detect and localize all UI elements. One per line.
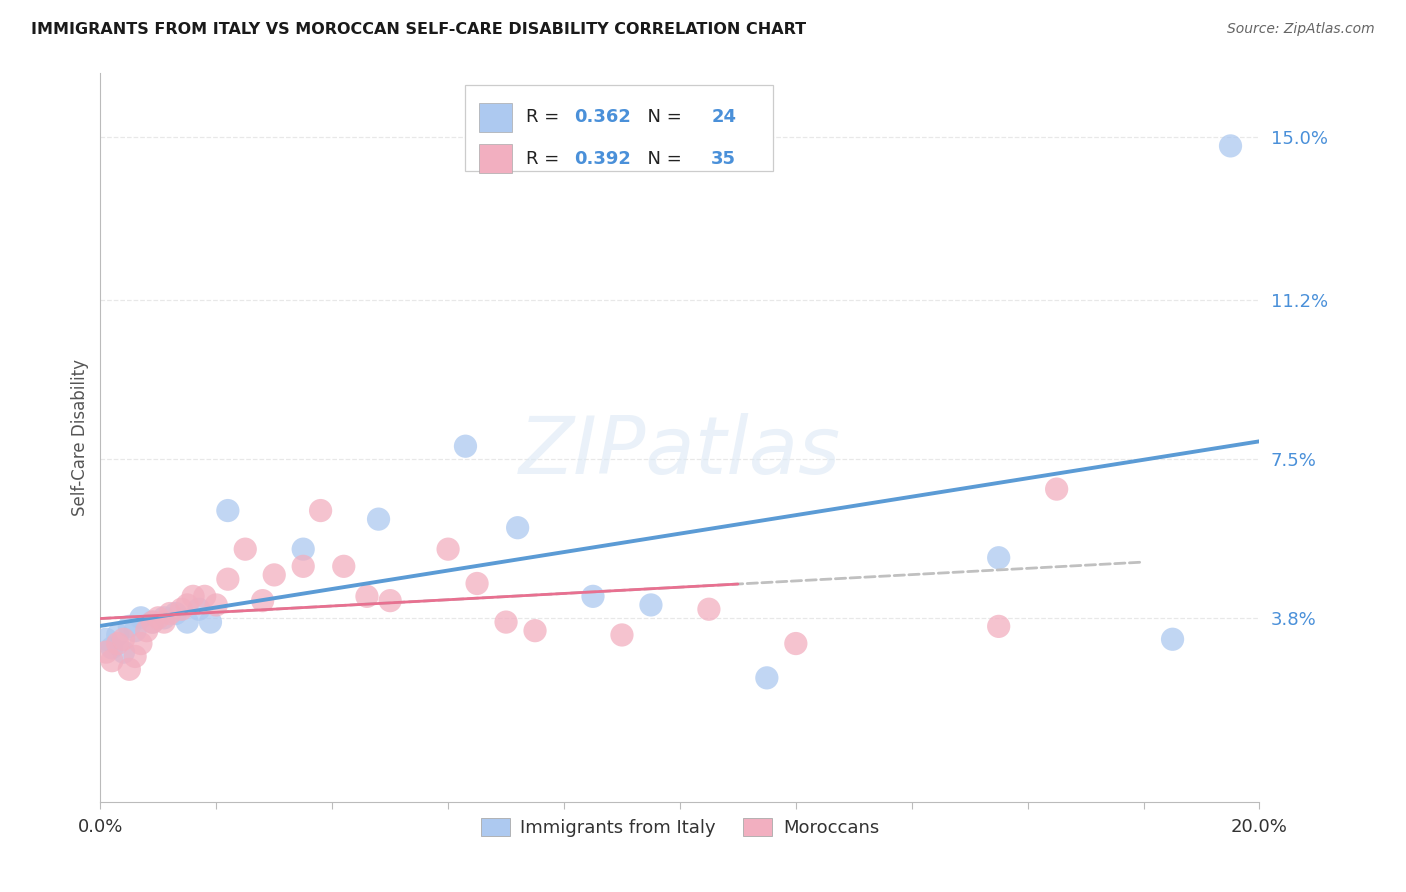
Point xyxy=(176,615,198,629)
Point xyxy=(124,649,146,664)
Point xyxy=(252,593,274,607)
Text: 0.392: 0.392 xyxy=(575,150,631,168)
Point xyxy=(187,602,209,616)
Point xyxy=(112,645,135,659)
Point xyxy=(465,576,488,591)
Text: IMMIGRANTS FROM ITALY VS MOROCCAN SELF-CARE DISABILITY CORRELATION CHART: IMMIGRANTS FROM ITALY VS MOROCCAN SELF-C… xyxy=(31,22,806,37)
Point xyxy=(153,611,176,625)
Point xyxy=(94,645,117,659)
Text: N =: N = xyxy=(636,108,688,127)
Point xyxy=(101,640,124,655)
Point xyxy=(148,611,170,625)
Text: R =: R = xyxy=(526,150,565,168)
Point xyxy=(454,439,477,453)
Point xyxy=(170,602,193,616)
Point xyxy=(217,503,239,517)
Point xyxy=(356,590,378,604)
Point xyxy=(1161,632,1184,647)
Point xyxy=(378,593,401,607)
Text: 35: 35 xyxy=(711,150,737,168)
Point xyxy=(309,503,332,517)
Point xyxy=(181,590,204,604)
Point xyxy=(94,632,117,647)
FancyBboxPatch shape xyxy=(479,103,512,132)
Point xyxy=(582,590,605,604)
Point xyxy=(1219,139,1241,153)
Point xyxy=(194,590,217,604)
Point xyxy=(153,615,176,629)
Point xyxy=(640,598,662,612)
Point xyxy=(697,602,720,616)
Point xyxy=(785,636,807,650)
FancyBboxPatch shape xyxy=(479,144,512,173)
Point xyxy=(141,615,163,629)
Point xyxy=(495,615,517,629)
Point xyxy=(333,559,356,574)
Point xyxy=(118,662,141,676)
Point xyxy=(129,636,152,650)
Point xyxy=(506,521,529,535)
Point xyxy=(367,512,389,526)
Point xyxy=(107,628,129,642)
Point xyxy=(292,559,315,574)
Point xyxy=(176,598,198,612)
Point xyxy=(101,654,124,668)
Point xyxy=(159,607,181,621)
Text: 24: 24 xyxy=(711,108,737,127)
Point xyxy=(135,624,157,638)
Point xyxy=(118,619,141,633)
Point xyxy=(1046,482,1069,496)
FancyBboxPatch shape xyxy=(465,86,773,171)
Point xyxy=(124,624,146,638)
Point xyxy=(200,615,222,629)
Text: R =: R = xyxy=(526,108,565,127)
Point xyxy=(217,572,239,586)
Point xyxy=(263,568,285,582)
Point xyxy=(107,636,129,650)
Y-axis label: Self-Care Disability: Self-Care Disability xyxy=(72,359,89,516)
Point xyxy=(755,671,778,685)
Text: 0.362: 0.362 xyxy=(575,108,631,127)
Point xyxy=(437,542,460,557)
Point xyxy=(610,628,633,642)
Point xyxy=(141,615,163,629)
Legend: Immigrants from Italy, Moroccans: Immigrants from Italy, Moroccans xyxy=(474,811,886,845)
Point xyxy=(987,619,1010,633)
Point xyxy=(987,550,1010,565)
Text: ZIPatlas: ZIPatlas xyxy=(519,413,841,491)
Point xyxy=(524,624,547,638)
Point xyxy=(205,598,228,612)
Point xyxy=(129,611,152,625)
Point xyxy=(165,607,187,621)
Text: N =: N = xyxy=(636,150,688,168)
Point xyxy=(112,632,135,647)
Text: Source: ZipAtlas.com: Source: ZipAtlas.com xyxy=(1227,22,1375,37)
Point xyxy=(233,542,256,557)
Point xyxy=(292,542,315,557)
